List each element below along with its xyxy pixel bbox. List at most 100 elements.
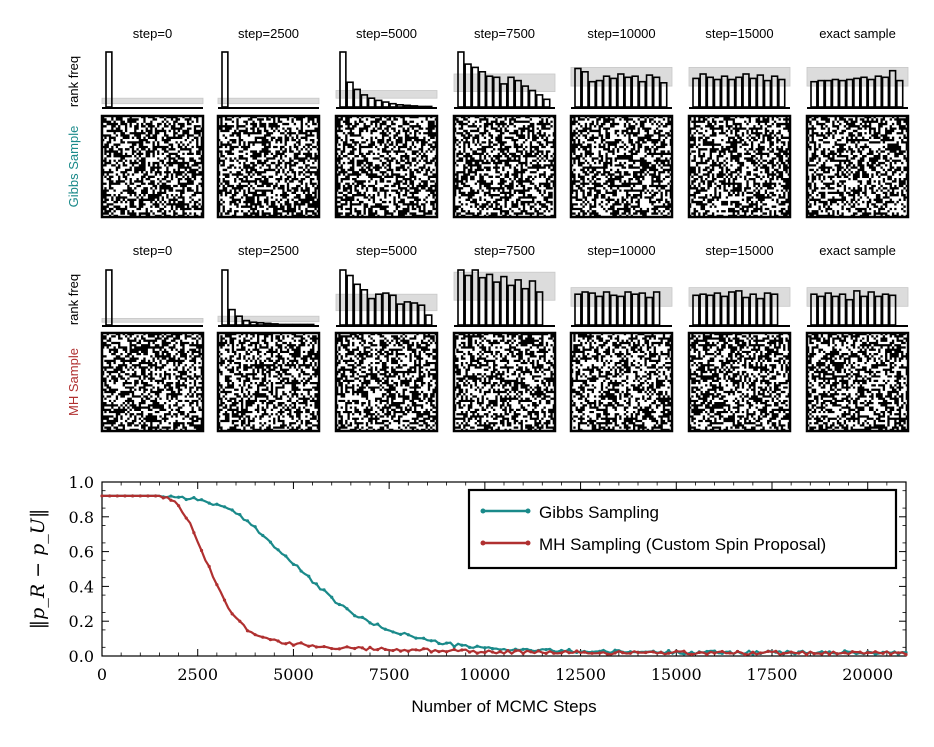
series-point	[467, 645, 472, 650]
spin-sample-image	[334, 114, 439, 219]
series-point	[843, 651, 847, 655]
y-tick-label: 0.0	[69, 647, 94, 666]
series-point	[399, 649, 403, 653]
series-point	[184, 516, 188, 520]
spin-sample-image	[687, 331, 792, 433]
confidence-band	[217, 315, 320, 323]
sample-frame	[569, 114, 674, 219]
spin-sample-image	[805, 114, 910, 219]
histogram-bar	[264, 322, 272, 326]
series-point	[490, 647, 495, 651]
row-label: Gibbs Sample	[66, 126, 81, 208]
series-point	[513, 649, 518, 653]
legend-label: MH Sampling (Custom Spin Proposal)	[539, 535, 826, 554]
spin-pixels	[807, 116, 908, 217]
spin-sample-image	[452, 331, 557, 433]
histogram-bar	[543, 98, 551, 108]
confidence-band	[217, 97, 320, 105]
series-point	[322, 588, 326, 592]
spin-sample-image	[687, 114, 792, 219]
series-point	[896, 651, 900, 655]
series-point	[399, 632, 403, 637]
series-point	[192, 531, 196, 535]
series-point	[314, 645, 318, 649]
sample-cell: step=2500	[216, 243, 321, 433]
series-point	[391, 648, 395, 653]
sample-cell: step=10000	[569, 26, 674, 219]
series-point	[199, 548, 204, 553]
series-point	[460, 648, 464, 652]
series-point	[176, 495, 181, 499]
series-point	[797, 651, 801, 655]
histogram-bar	[278, 323, 286, 326]
sample-cell: step=2500	[216, 26, 321, 219]
series-point	[544, 651, 548, 656]
series-point	[598, 651, 602, 655]
series-point	[536, 649, 541, 653]
series-point	[850, 650, 855, 654]
series-point	[529, 650, 533, 654]
series-point	[475, 651, 479, 655]
series-point	[207, 501, 211, 505]
histogram-bar	[256, 321, 265, 326]
confidence-band	[335, 293, 438, 312]
series-point	[307, 574, 311, 578]
samples-panel: Gibbs Sample rank freq step=0 step=2500 step…	[66, 26, 910, 433]
series-point	[751, 650, 755, 654]
legend-marker	[525, 508, 531, 514]
series-point	[314, 582, 318, 586]
spin-pixels	[689, 116, 790, 217]
series-point	[284, 554, 288, 558]
series-point	[636, 650, 640, 655]
step-title: step=15000	[705, 243, 773, 258]
series-point	[222, 598, 227, 602]
step-title: step=7500	[474, 243, 535, 258]
sample-frame	[452, 114, 557, 219]
legend-label: Gibbs Sampling	[539, 503, 659, 522]
rank-freq-label: rank freq	[66, 56, 81, 107]
histogram-bar	[417, 105, 426, 108]
series-point	[245, 519, 250, 523]
series-point	[705, 652, 709, 656]
step-title: step=5000	[356, 26, 417, 41]
sample-cell: step=15000	[687, 243, 792, 433]
series-point	[299, 569, 303, 573]
histogram-bar	[403, 104, 412, 108]
spin-pixels	[454, 333, 555, 431]
series-point	[268, 638, 273, 642]
series-point	[774, 649, 778, 653]
series-point	[146, 494, 150, 498]
sample-row: Gibbs Sample rank freq step=0 step=2500 step…	[66, 26, 910, 219]
histogram-bar	[242, 319, 251, 326]
legend-marker	[480, 508, 486, 514]
series-point	[184, 497, 188, 502]
series-point	[858, 650, 862, 654]
sample-cell: step=5000	[334, 243, 439, 433]
series-point	[238, 619, 242, 623]
spin-pixels	[571, 333, 672, 431]
sample-cell: exact sample	[805, 26, 910, 219]
x-tick-label: 17500	[747, 665, 798, 684]
spin-pixels	[336, 116, 437, 217]
series-point	[383, 627, 387, 631]
histogram-bar	[425, 105, 433, 108]
series-point	[368, 621, 372, 625]
sample-frame	[216, 331, 321, 433]
histogram-bar	[535, 94, 544, 108]
spin-sample-image	[100, 331, 205, 433]
y-axis-label: ‖p_R − p_U‖	[27, 509, 49, 630]
series-point	[444, 650, 449, 654]
series-point	[406, 649, 410, 653]
histogram-bar	[389, 102, 397, 108]
series-point	[475, 644, 479, 648]
series-point	[766, 649, 770, 653]
step-title: step=5000	[356, 243, 417, 258]
spin-pixels	[218, 333, 319, 431]
series-point	[621, 651, 625, 655]
series-point	[131, 494, 135, 498]
histogram-bar	[410, 105, 419, 108]
series-point	[812, 651, 816, 656]
series-point	[376, 622, 380, 626]
series-point	[697, 650, 701, 655]
series-point	[276, 548, 280, 552]
